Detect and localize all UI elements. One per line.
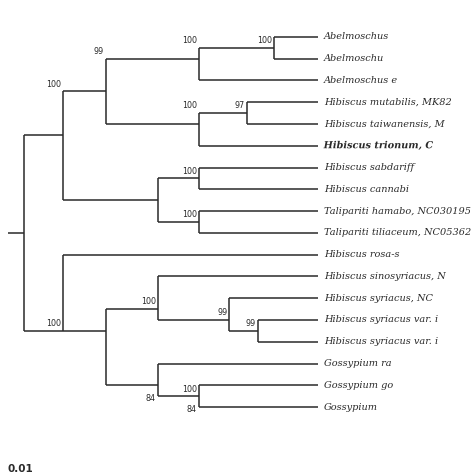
Text: 100: 100 [182, 384, 197, 393]
Text: 100: 100 [257, 36, 272, 45]
Text: 99: 99 [94, 47, 104, 56]
Text: Abelmoschus: Abelmoschus [324, 32, 389, 41]
Text: 0.01: 0.01 [8, 464, 34, 474]
Text: 100: 100 [182, 167, 197, 176]
Text: 84: 84 [146, 394, 156, 403]
Text: Hibiscus taiwanensis, M: Hibiscus taiwanensis, M [324, 119, 444, 128]
Text: 99: 99 [217, 309, 228, 318]
Text: 100: 100 [182, 101, 197, 110]
Text: Hibiscus syriacus, NC: Hibiscus syriacus, NC [324, 294, 433, 303]
Text: Abelmoschus e: Abelmoschus e [324, 76, 398, 85]
Text: 100: 100 [46, 80, 61, 89]
Text: 84: 84 [187, 405, 197, 414]
Text: Abelmoschu: Abelmoschu [324, 54, 384, 63]
Text: Gossypium ra: Gossypium ra [324, 359, 392, 368]
Text: 100: 100 [141, 298, 156, 307]
Text: Gossypium go: Gossypium go [324, 381, 393, 390]
Text: 100: 100 [182, 36, 197, 45]
Text: 100: 100 [182, 210, 197, 219]
Text: 97: 97 [235, 101, 245, 110]
Text: Talipariti hamabo, NC030195: Talipariti hamabo, NC030195 [324, 207, 471, 216]
Text: Hibiscus rosa-s: Hibiscus rosa-s [324, 250, 399, 259]
Text: Hibiscus syriacus var. i: Hibiscus syriacus var. i [324, 316, 438, 325]
Text: Gossypium: Gossypium [324, 402, 378, 411]
Text: 100: 100 [46, 319, 61, 328]
Text: Hibiscus trionum, C: Hibiscus trionum, C [324, 141, 434, 150]
Text: Hibiscus sinosyriacus, N: Hibiscus sinosyriacus, N [324, 272, 446, 281]
Text: 99: 99 [246, 319, 256, 328]
Text: Hibiscus sabdariff: Hibiscus sabdariff [324, 163, 414, 172]
Text: Talipariti tiliaceum, NC05362: Talipariti tiliaceum, NC05362 [324, 228, 471, 237]
Text: Hibiscus mutabilis, MK82: Hibiscus mutabilis, MK82 [324, 98, 451, 107]
Text: Hibiscus syriacus var. i: Hibiscus syriacus var. i [324, 337, 438, 346]
Text: Hibiscus cannabi: Hibiscus cannabi [324, 185, 409, 194]
